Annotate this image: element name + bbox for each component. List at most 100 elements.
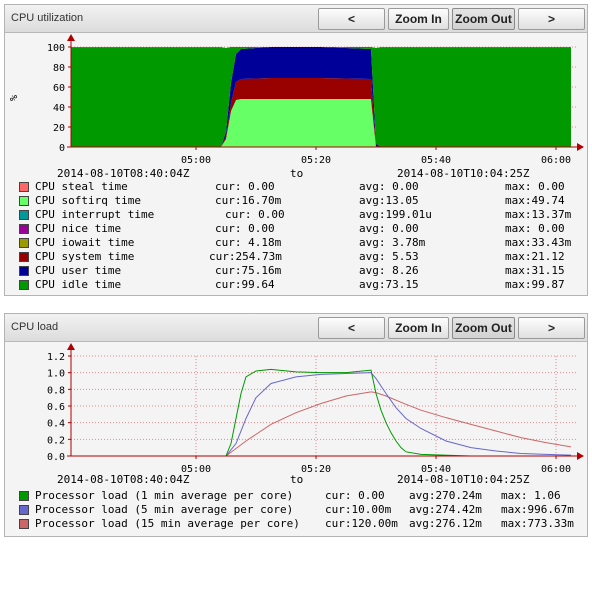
legend-swatch (19, 519, 29, 529)
x-tick-label: 05:20 (301, 155, 331, 166)
legend-label: CPU iowait time (35, 236, 135, 249)
y-tick-label: 0.8 (47, 385, 65, 396)
legend-avg: avg:270.24m (409, 489, 482, 502)
x-tick-label: 05:40 (421, 155, 451, 166)
legend-avg: avg:274.42m (409, 503, 482, 516)
legend-item: CPU iowait time cur: 4.18m avg: 3.78m ma… (19, 236, 571, 250)
panel-title: CPU utilization (11, 12, 84, 24)
legend-avg: avg: 8.26 (359, 264, 419, 277)
legend-label: CPU softirq time (35, 194, 141, 207)
x-tick-label: 06:00 (541, 464, 571, 474)
time-range-end: 2014-08-10T10:04:25Z (397, 167, 530, 180)
y-axis-arrow (67, 34, 75, 41)
legend-swatch (19, 182, 29, 192)
y-tick-label: 0 (59, 143, 65, 154)
legend-max: max:773.33m (501, 517, 574, 530)
legend-label: Processor load (1 min average per core) (35, 489, 294, 502)
line-series (71, 368, 571, 457)
legend-cur: cur:99.64 (215, 278, 275, 291)
legend-max: max:996.67m (501, 503, 574, 516)
legend-avg: avg: 0.00 (359, 180, 419, 193)
time-range-to: to (290, 167, 304, 180)
y-axis-label: % (9, 95, 20, 101)
x-tick-label: 05:00 (181, 155, 211, 166)
y-tick-label: 100 (47, 43, 65, 54)
zoom-in-button[interactable]: Zoom In (388, 317, 449, 339)
previous-button[interactable]: < (318, 8, 385, 30)
legend-max: max: 0.00 (505, 180, 565, 193)
legend-swatch (19, 266, 29, 276)
legend-item: Processor load (1 min average per core) … (19, 489, 561, 503)
legend-cur: cur: 4.18m (215, 236, 282, 249)
x-tick-label: 06:00 (541, 155, 571, 166)
legend-label: Processor load (15 min average per core) (35, 517, 300, 530)
legend-cur: cur:10.00m (325, 503, 392, 516)
time-range-to: to (290, 473, 304, 486)
y-tick-label: 80 (53, 63, 65, 74)
legend: CPU steal time cur: 0.00 avg: 0.00 max: … (19, 180, 579, 292)
zoom-out-button[interactable]: Zoom Out (452, 8, 515, 30)
legend-swatch (19, 491, 29, 501)
legend-cur: cur:16.70m (215, 194, 282, 207)
x-tick-label: 05:20 (301, 464, 331, 474)
legend-cur: cur:120.00m (325, 517, 398, 530)
legend-max: max:33.43m (505, 236, 572, 249)
legend-max: max:99.87 (505, 278, 565, 291)
legend-avg: avg: 5.53 (359, 250, 419, 263)
x-tick-label: 05:00 (181, 464, 211, 474)
legend-item: CPU steal time cur: 0.00 avg: 0.00 max: … (19, 180, 565, 194)
y-tick-label: 0.4 (47, 419, 65, 430)
area-series (71, 47, 571, 147)
line-series (71, 372, 572, 457)
legend-avg: avg:276.12m (409, 517, 482, 530)
legend-swatch (19, 210, 29, 220)
cpu-utilization-chart: 0 20 40 60 80 100 05:00 05:20 05:40 06:00 % (9, 34, 584, 166)
legend-cur: cur: 0.00 (225, 208, 285, 221)
legend-label: CPU user time (35, 264, 122, 277)
area-series (71, 47, 571, 147)
next-button[interactable]: > (518, 8, 585, 30)
y-tick-label: 40 (53, 103, 65, 114)
legend-swatch (19, 238, 29, 248)
legend-label: CPU nice time (35, 222, 122, 235)
time-range-start: 2014-08-10T08:40:04Z (57, 473, 190, 486)
legend-swatch (19, 224, 29, 234)
zoom-in-button[interactable]: Zoom In (388, 8, 449, 30)
legend-item: CPU nice time cur: 0.00 avg: 0.00 max: 0… (19, 222, 565, 236)
x-tick-label: 05:40 (421, 464, 451, 474)
y-tick-label: 1.0 (47, 369, 65, 380)
line-series (71, 391, 572, 457)
legend-label: CPU system time (35, 250, 135, 263)
legend-max: max:31.15 (505, 264, 565, 277)
legend-avg: avg:73.15 (359, 278, 419, 291)
next-button[interactable]: > (518, 317, 585, 339)
area-series (71, 78, 571, 147)
legend-cur: cur: 0.00 (215, 180, 275, 193)
legend-max: max: 0.00 (505, 222, 565, 235)
legend-cur: cur: 0.00 (325, 489, 385, 502)
legend-item: Processor load (5 min average per core) … (19, 503, 574, 517)
legend-cur: cur: 0.00 (215, 222, 275, 235)
panel-title: CPU load (11, 321, 59, 333)
y-tick-label: 60 (53, 83, 65, 94)
legend-swatch (19, 196, 29, 206)
legend-item: CPU softirq time cur:16.70m avg:13.05 ma… (19, 194, 565, 208)
y-tick-label: 0.0 (47, 452, 65, 463)
legend: Processor load (1 min average per core) … (19, 489, 579, 533)
legend-avg: avg:13.05 (359, 194, 419, 207)
legend-label: Processor load (5 min average per core) (35, 503, 294, 516)
cpu-load-panel: CPU load < Zoom In Zoom Out > 0.0 0.2 0.4 0… (4, 313, 588, 537)
zoom-out-button[interactable]: Zoom Out (452, 317, 515, 339)
legend-item: CPU user time cur:75.16m avg: 8.26 max:3… (19, 264, 565, 278)
cpu-load-chart: 0.0 0.2 0.4 0.6 0.8 1.0 1.2 05:00 05:20 05:40 06:… (47, 343, 584, 474)
x-axis-arrow (577, 452, 584, 460)
legend-max: max:21.12 (505, 250, 565, 263)
legend-max: max: 1.06 (501, 489, 561, 502)
legend-cur: cur:254.73m (209, 250, 282, 263)
panel-header: CPU load < Zoom In Zoom Out > (5, 314, 587, 342)
time-range-end: 2014-08-10T10:04:25Z (397, 473, 530, 486)
previous-button[interactable]: < (318, 317, 385, 339)
legend-label: CPU idle time (35, 278, 122, 291)
legend-cur: cur:75.16m (215, 264, 282, 277)
y-axis-arrow (67, 343, 75, 350)
